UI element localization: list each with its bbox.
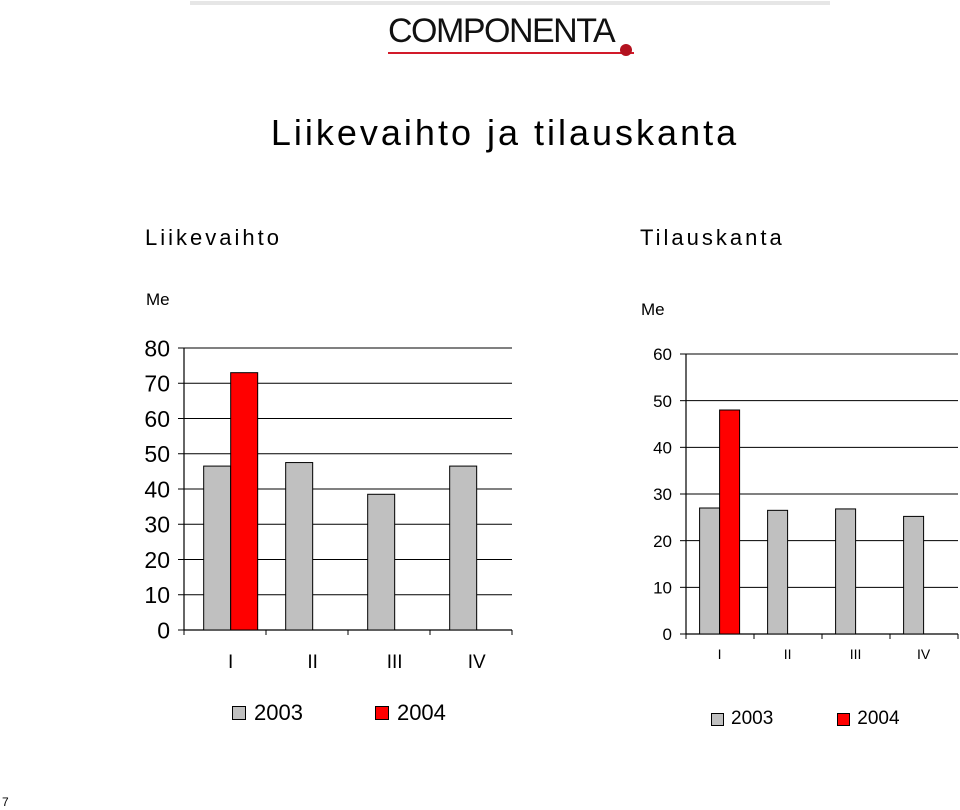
legend-label-2004: 2004: [857, 708, 900, 729]
bar-2003-II: [285, 462, 314, 631]
y-tick-label: 50: [653, 392, 672, 411]
logo-underline: [388, 52, 634, 54]
bar-2003-IV: [903, 515, 925, 635]
x-tick-label: II: [307, 652, 318, 673]
x-tick-label: III: [850, 646, 862, 662]
legend-liikevaihto: 2003 2004: [232, 700, 446, 726]
x-tick-label: I: [228, 652, 233, 673]
y-tick-label: 10: [653, 578, 672, 597]
y-tick-label: 10: [144, 582, 170, 608]
x-tick-label: I: [718, 646, 722, 662]
x-tick-label: IV: [917, 646, 931, 662]
y-tick-label: 30: [653, 485, 672, 504]
y-tick-label: 40: [653, 438, 672, 457]
bar-2003-III: [367, 493, 396, 631]
y-tick-label: 40: [144, 476, 170, 502]
logo-dot-icon: [620, 44, 632, 56]
legend-label-2003: 2003: [254, 700, 303, 725]
y-tick-label: 70: [144, 371, 170, 397]
bar-2004-I: [230, 372, 259, 631]
y-tick-label: 30: [144, 512, 170, 538]
y-tick-label: 0: [663, 625, 672, 644]
bar-2003-I: [203, 465, 232, 631]
legend-tilauskanta: 2003 2004: [711, 708, 900, 730]
bar-2003-IV: [449, 465, 478, 631]
page-number: 7: [2, 795, 9, 809]
bar-2004-I: [719, 409, 741, 635]
legend-label-2004: 2004: [396, 700, 446, 725]
y-tick-label: 50: [144, 441, 170, 467]
x-tick-label: II: [784, 646, 792, 662]
logo-text: COMPONENTA: [388, 12, 616, 50]
page-title: Liikevaihto ja tilauskanta: [270, 112, 740, 153]
y-tick-label: 60: [653, 345, 672, 364]
chart-title-liikevaihto: Liikevaihto: [145, 225, 282, 250]
bar-2003-II: [767, 509, 789, 635]
y-tick-label: 0: [157, 617, 170, 643]
top-divider: [190, 1, 830, 5]
y-tick-label: 20: [653, 532, 672, 551]
legend-swatch-2004: [374, 706, 389, 720]
y-tick-label: 60: [144, 406, 170, 432]
x-tick-label: III: [387, 652, 403, 673]
legend-swatch-2003: [711, 712, 724, 726]
legend-swatch-2003: [232, 706, 246, 720]
legend-swatch-2004: [837, 712, 851, 726]
componenta-logo: COMPONENTA: [388, 6, 640, 58]
legend-label-2003: 2003: [731, 708, 774, 729]
y-tick-label: 20: [144, 547, 170, 573]
x-tick-label: IV: [468, 652, 486, 673]
y-unit-label-liikevaihto: Me: [146, 290, 170, 309]
bar-2003-I: [699, 507, 721, 635]
y-unit-label-tilauskanta: Me: [641, 300, 665, 319]
chart-title-tilauskanta: Tilauskanta: [640, 225, 785, 250]
bar-2003-III: [835, 508, 857, 635]
y-tick-label: 80: [144, 335, 170, 361]
